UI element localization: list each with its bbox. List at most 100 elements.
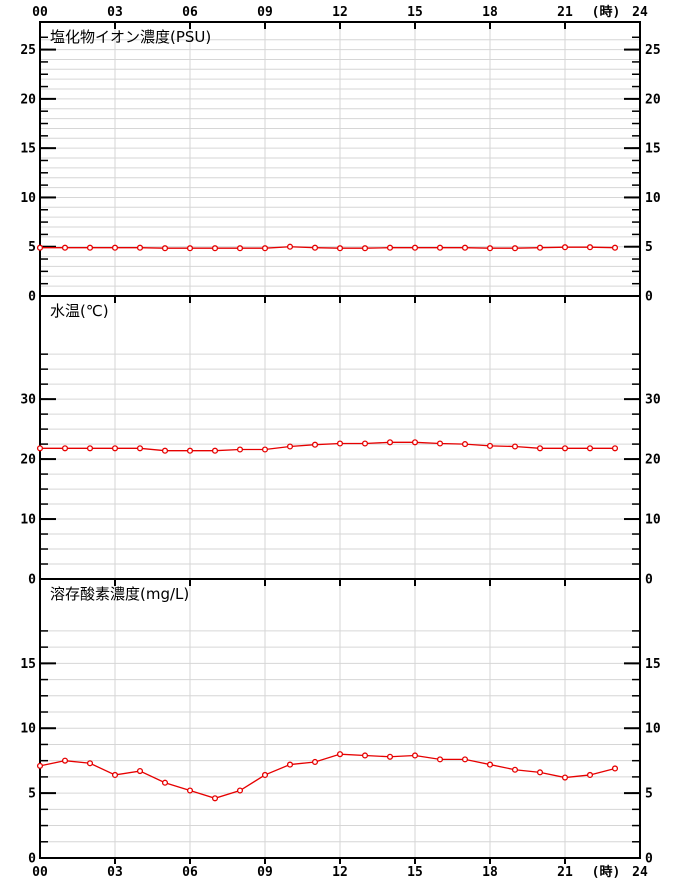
data-point <box>611 765 619 772</box>
ticks-water-temperature <box>41 296 639 580</box>
x-tick-label-bottom: 21 <box>557 865 573 880</box>
data-point <box>361 752 369 759</box>
data-point <box>36 762 44 769</box>
data-line-chloride <box>40 246 616 249</box>
data-point <box>136 244 144 251</box>
gridlines-chloride <box>41 23 639 295</box>
data-point <box>261 245 269 252</box>
data-point <box>286 443 294 450</box>
data-point <box>261 446 269 453</box>
data-point <box>511 443 519 450</box>
y-tick-label-right: 25 <box>645 43 661 58</box>
data-point <box>161 447 169 454</box>
data-point <box>536 769 544 776</box>
data-point <box>86 445 94 452</box>
data-point <box>336 245 344 252</box>
data-point <box>461 244 469 251</box>
x-axis-unit-bottom: (時) <box>592 864 621 880</box>
data-point <box>286 761 294 768</box>
data-point <box>261 771 269 778</box>
panel-dissolved-oxygen: 0 0 5 5 10 10 15 15 溶存酸素濃度(mg/L) <box>20 578 661 867</box>
data-point <box>236 446 244 453</box>
y-tick-label-left: 10 <box>20 191 36 206</box>
panel-chloride: 0 0 5 5 10 10 15 15 20 20 25 25 塩化物イオン濃度(PSU) <box>20 21 661 305</box>
y-tick-label-left: 15 <box>20 142 36 157</box>
data-point <box>311 758 319 766</box>
data-point <box>111 445 119 452</box>
data-point <box>486 245 494 252</box>
data-point <box>61 244 69 251</box>
data-point <box>561 244 569 251</box>
x-tick-label-top: 15 <box>407 5 423 20</box>
y-axis-labels-dissolved-oxygen: 0 0 5 5 10 10 15 15 <box>20 657 660 867</box>
x-axis-unit-top: (時) <box>592 4 621 20</box>
x-tick-label-top: 00 <box>32 5 48 20</box>
data-point <box>536 445 544 452</box>
y-tick-label-left: 0 <box>28 290 36 305</box>
data-point <box>561 445 569 452</box>
y-axis-labels-chloride: 0 0 5 5 10 10 15 15 20 20 25 25 <box>20 43 660 304</box>
series-dissolved-oxygen <box>36 751 619 802</box>
data-point <box>586 771 594 778</box>
ticks-dissolved-oxygen <box>41 579 639 864</box>
y-tick-label-left: 0 <box>28 852 36 867</box>
data-point <box>436 244 444 251</box>
x-tick-label-top: 18 <box>482 5 498 20</box>
x-tick-label-top: 12 <box>332 5 348 20</box>
ticks-chloride <box>41 22 639 297</box>
x-tick-label-bottom: 00 <box>32 865 48 880</box>
y-tick-label-left: 20 <box>20 92 36 107</box>
data-point <box>61 757 69 764</box>
y-tick-label-right: 10 <box>645 513 661 528</box>
data-point <box>536 244 544 251</box>
data-point <box>211 447 219 454</box>
x-tick-label-bottom: 06 <box>182 865 198 880</box>
data-point <box>511 245 519 252</box>
data-point <box>411 244 419 251</box>
data-point <box>586 445 594 452</box>
data-point <box>86 244 94 251</box>
data-point <box>561 774 569 781</box>
y-tick-label-right: 20 <box>645 453 661 468</box>
data-point <box>136 768 144 775</box>
gridlines-water-temperature <box>41 297 639 578</box>
data-point <box>111 244 119 251</box>
data-point <box>486 442 494 449</box>
data-point <box>111 771 119 778</box>
data-point <box>486 761 494 768</box>
series-water-temperature <box>36 439 619 454</box>
data-point <box>361 245 369 252</box>
x-tick-label-bottom: 24 <box>632 865 648 880</box>
data-point <box>336 751 344 758</box>
data-point <box>186 245 194 252</box>
data-point <box>236 245 244 252</box>
data-point <box>286 243 294 250</box>
panel-title-water-temperature: 水温(℃) <box>50 302 109 320</box>
data-point <box>436 756 444 763</box>
y-tick-label-left: 10 <box>20 722 36 737</box>
data-point <box>411 439 419 446</box>
y-tick-label-right: 10 <box>645 722 661 737</box>
y-tick-label-right: 15 <box>645 657 661 672</box>
data-point <box>36 244 44 251</box>
data-point <box>511 766 519 773</box>
y-tick-label-right: 30 <box>645 393 661 408</box>
data-point <box>586 244 594 251</box>
data-point <box>461 756 469 763</box>
data-point <box>36 445 44 452</box>
data-point <box>336 440 344 447</box>
y-tick-label-left: 5 <box>28 240 36 255</box>
x-axis-labels: 00 00 03 03 06 06 09 09 12 12 15 15 18 18 21 21 24 24 (時) (… <box>32 4 648 880</box>
x-tick-label-bottom: 09 <box>257 865 273 880</box>
panel-title-chloride: 塩化物イオン濃度(PSU) <box>50 28 211 46</box>
data-point <box>361 440 369 447</box>
x-tick-label-bottom: 12 <box>332 865 348 880</box>
data-point <box>211 795 219 802</box>
panel-title-dissolved-oxygen: 溶存酸素濃度(mg/L) <box>50 585 189 603</box>
y-tick-label-right: 0 <box>645 852 653 867</box>
data-point <box>186 787 194 794</box>
x-tick-label-top: 03 <box>107 5 123 20</box>
data-point <box>461 441 469 448</box>
y-tick-label-left: 15 <box>20 657 36 672</box>
